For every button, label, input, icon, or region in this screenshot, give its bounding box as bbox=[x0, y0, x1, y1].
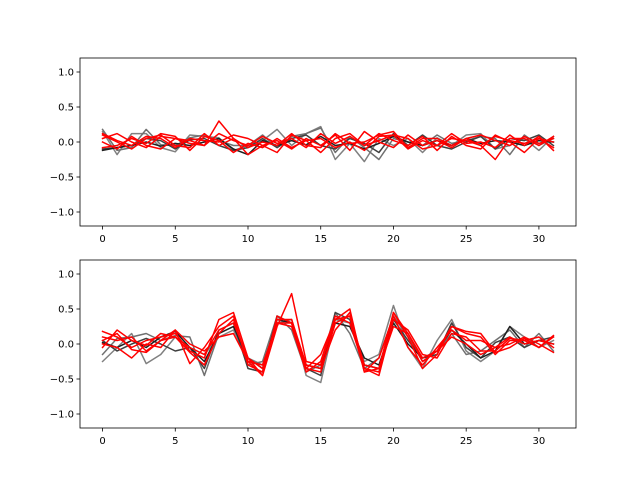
y-tick-label: −1.0 bbox=[50, 208, 74, 219]
series-line-9 bbox=[101, 132, 555, 150]
x-tick-label: 0 bbox=[99, 234, 105, 245]
subplot-1: 0 5 10 15 20 25 30 −1.0 −0.5 0.0 0.5 1.0 bbox=[50, 57, 577, 245]
y-tick-label: 0.0 bbox=[58, 138, 74, 149]
y-tick-label: 0.5 bbox=[58, 305, 74, 316]
x-tick-label: 20 bbox=[387, 234, 400, 245]
x-tick-label: 20 bbox=[387, 436, 400, 447]
y-tick-label: 1.0 bbox=[58, 270, 74, 281]
series-group bbox=[101, 120, 555, 163]
x-tick-label: 10 bbox=[242, 234, 255, 245]
series-line-9 bbox=[101, 315, 555, 373]
x-tick-label: 25 bbox=[460, 234, 473, 245]
series-line-3 bbox=[101, 132, 555, 154]
x-tick-label: 10 bbox=[242, 436, 255, 447]
x-tick-label: 15 bbox=[314, 234, 327, 245]
y-tick-label: 0.5 bbox=[58, 103, 74, 114]
x-tick-label: 5 bbox=[172, 234, 178, 245]
series-line-8 bbox=[101, 130, 555, 152]
x-tick-label: 25 bbox=[460, 436, 473, 447]
series-line-8 bbox=[101, 315, 555, 377]
x-tick-label: 5 bbox=[172, 436, 178, 447]
y-tick-label: −1.0 bbox=[50, 410, 74, 421]
y-tick-label: −0.5 bbox=[50, 173, 74, 184]
y-tick-label: −0.5 bbox=[50, 375, 74, 386]
x-tick-label: 30 bbox=[533, 436, 546, 447]
x-tick-label: 30 bbox=[533, 234, 546, 245]
x-tick-label: 15 bbox=[314, 436, 327, 447]
y-tick-label: 1.0 bbox=[58, 68, 74, 79]
subplot-2: 0 5 10 15 20 25 30 −1.0 −0.5 0.0 0.5 1.0 bbox=[50, 259, 577, 447]
series-group bbox=[101, 292, 555, 384]
y-tick-label: 0.0 bbox=[58, 340, 74, 351]
x-tick-label: 0 bbox=[99, 436, 105, 447]
